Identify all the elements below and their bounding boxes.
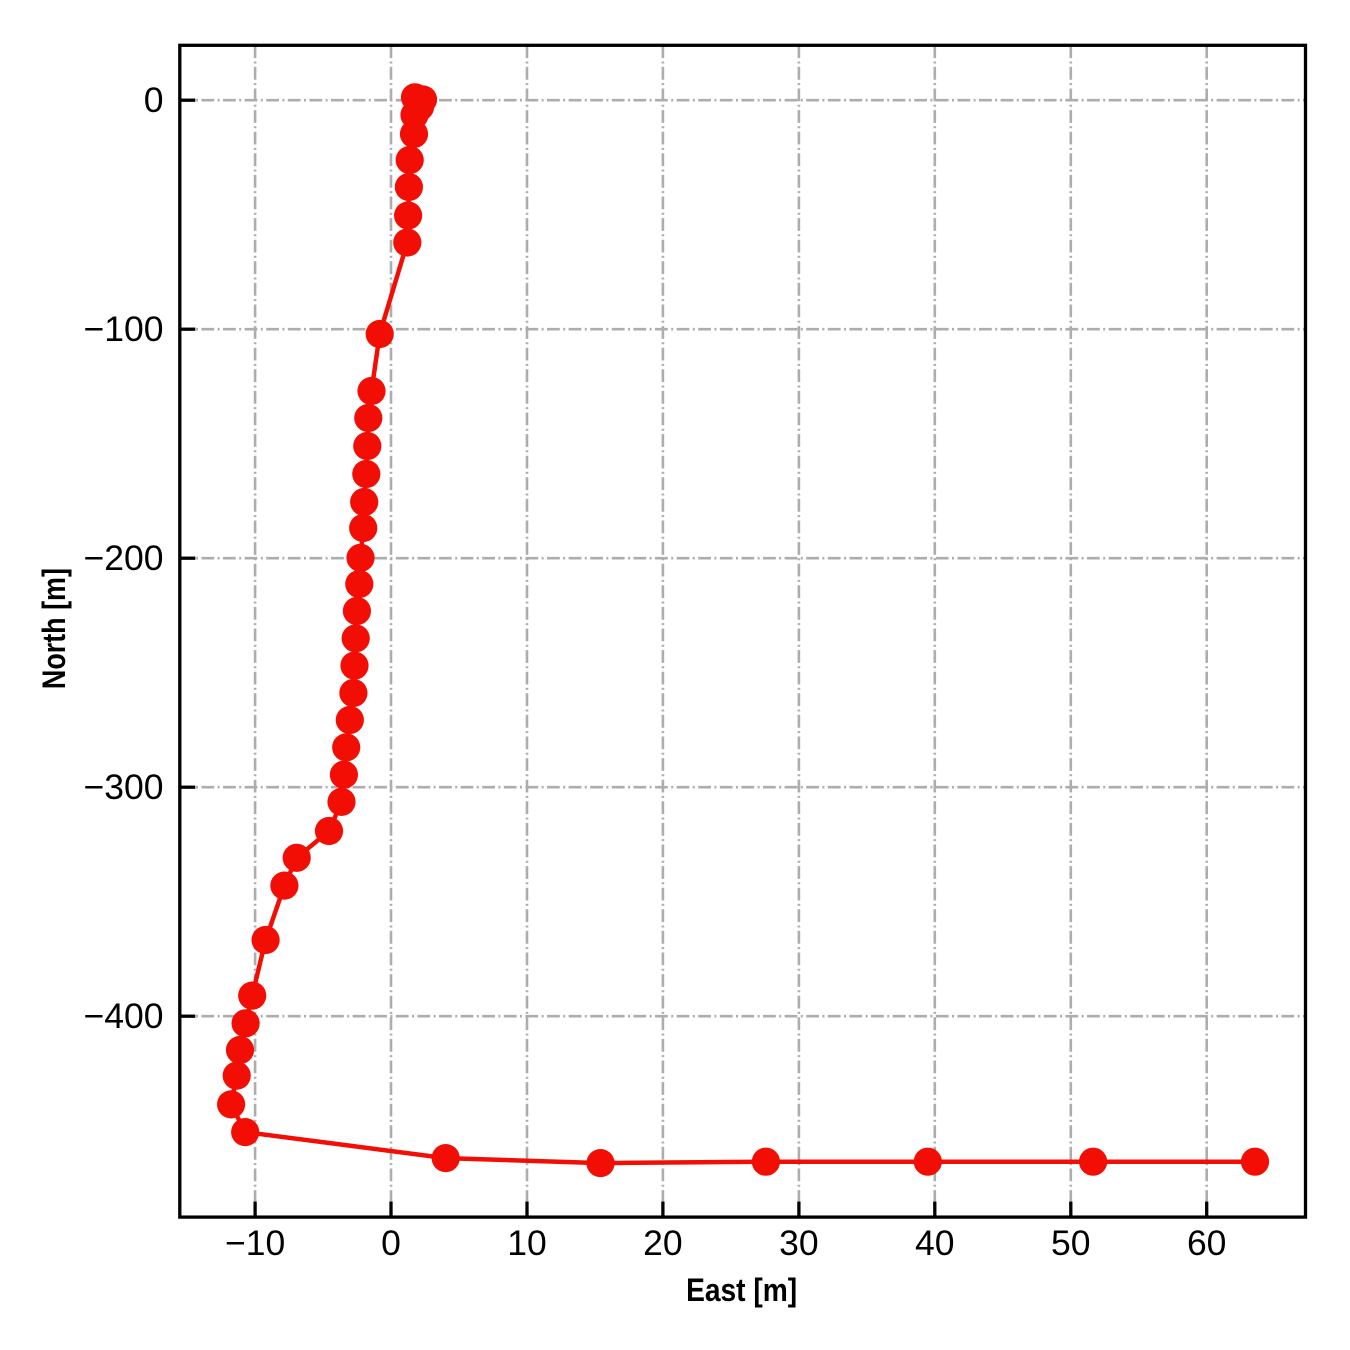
svg-text:−200: −200 <box>84 538 164 578</box>
svg-text:40: 40 <box>915 1223 955 1263</box>
svg-text:−100: −100 <box>84 309 164 349</box>
svg-text:−10: −10 <box>225 1223 285 1263</box>
svg-text:North [m]: North [m] <box>36 568 72 689</box>
svg-text:10: 10 <box>507 1223 547 1263</box>
svg-text:0: 0 <box>144 80 164 120</box>
svg-text:East [m]: East [m] <box>686 1272 797 1308</box>
svg-text:20: 20 <box>643 1223 683 1263</box>
svg-text:0: 0 <box>381 1223 401 1263</box>
svg-text:−300: −300 <box>84 767 164 807</box>
svg-text:30: 30 <box>779 1223 819 1263</box>
svg-text:−400: −400 <box>84 996 164 1036</box>
svg-text:50: 50 <box>1051 1223 1091 1263</box>
svg-text:60: 60 <box>1187 1223 1227 1263</box>
